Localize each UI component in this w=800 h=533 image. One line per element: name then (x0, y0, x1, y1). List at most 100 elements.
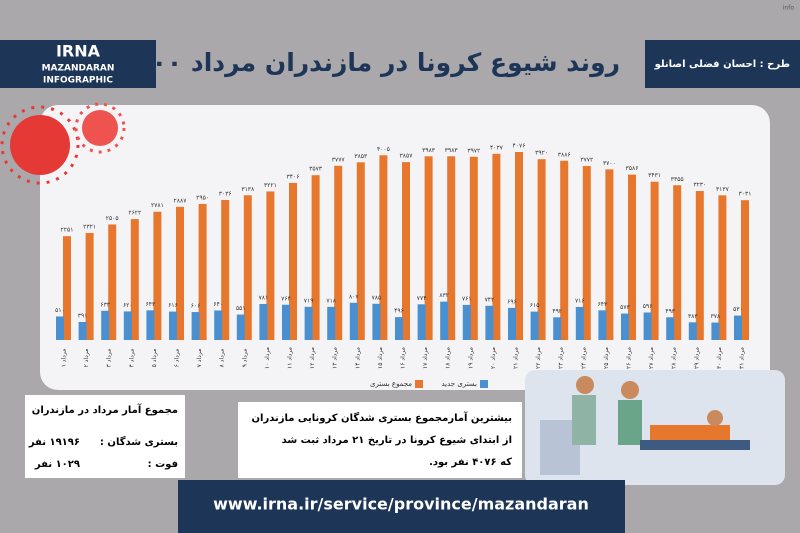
bar (327, 306, 336, 340)
bar (598, 310, 607, 340)
hospital-illustration (525, 370, 785, 485)
x-tick-label: ۸ مرداد (219, 349, 226, 368)
x-tick-label: ۴ مرداد (128, 349, 135, 368)
bar (311, 175, 320, 340)
note-line: بیشترین آمارمجموع بستری شدگان کرونایی ما… (251, 411, 512, 424)
value-label: ۳۴۳۱ (648, 172, 661, 179)
value-label: ۳۵۷۳ (309, 166, 323, 173)
footer-box (178, 480, 625, 533)
bar (688, 322, 697, 340)
bar (198, 203, 207, 340)
value-label: ۷۸۵ (372, 294, 382, 301)
x-tick-label: ۲۱ مرداد (513, 347, 520, 369)
bar (289, 182, 297, 340)
x-tick-label: ۱۱ مرداد (287, 347, 294, 369)
bar (243, 195, 252, 340)
summary-box (25, 395, 185, 478)
value-label: ۳۷۷۷ (332, 156, 346, 163)
bar (741, 200, 749, 340)
value-label: ۸۳۲ (439, 292, 449, 299)
x-tick-label: ۱۷ مرداد (422, 347, 429, 369)
bar (259, 303, 268, 340)
bar (560, 160, 569, 340)
x-tick-label: ۳۰ مرداد (716, 347, 723, 369)
value-label: ۳۷۷۲ (580, 157, 593, 164)
legend-label: مجموع بستری (370, 380, 412, 388)
bar (236, 314, 245, 340)
x-tick-label: ۵ مرداد (151, 349, 158, 368)
bar (349, 302, 358, 340)
bar (146, 310, 155, 340)
legend-swatch (480, 380, 488, 388)
x-tick-label: ۲ مرداد (83, 349, 90, 368)
bar (711, 322, 720, 340)
value-label: ۳۸۳ (688, 313, 698, 320)
value-label: ۵۵۱ (236, 305, 246, 312)
value-label: ۷۷۴ (417, 295, 427, 302)
summary-label: فوت : (148, 459, 178, 470)
bar (304, 306, 313, 340)
bar (440, 301, 449, 340)
value-label: ۴۹۶ (394, 308, 404, 315)
bar (266, 191, 275, 340)
summary-value: ۱۰۲۹ نفر (34, 459, 80, 470)
bar (462, 304, 471, 340)
value-label: ۲۶۲۲ (128, 210, 141, 217)
x-tick-label: ۲۰ مرداد (490, 347, 497, 369)
x-tick-label: ۱۸ مرداد (445, 347, 452, 369)
value-label: ۵۱۰ (55, 307, 65, 314)
value-label: ۲۲۵۱ (61, 227, 74, 234)
value-label: ۳۹۱ (78, 312, 88, 319)
value-label: ۳۱۳۸ (241, 186, 255, 193)
value-label: ۳۰۳۱ (739, 191, 752, 198)
bar (695, 191, 704, 340)
logo: MAZANDARAN (42, 64, 115, 74)
bar (673, 185, 682, 340)
bar (582, 166, 591, 340)
bar (214, 310, 223, 340)
bar (718, 195, 727, 340)
value-label: ۶۱۶ (168, 302, 178, 309)
bar (650, 181, 659, 340)
bar (402, 162, 410, 340)
logo-box (0, 40, 156, 88)
value-label: ۳۰۳۶ (219, 190, 232, 197)
bar (123, 311, 132, 340)
bar (56, 316, 64, 340)
value-label: ۳۸۵۳ (354, 153, 368, 160)
bar (424, 156, 433, 340)
bar (537, 159, 546, 340)
virus-decoration (0, 102, 126, 185)
bar (78, 321, 87, 340)
corner-label: info (783, 5, 795, 12)
value-label: ۲۳۲۱ (83, 223, 96, 230)
value-label: ۳۹۲۰ (535, 150, 548, 157)
x-tick-label: ۲۹ مرداد (693, 347, 700, 369)
value-label: ۷۴۲ (485, 296, 495, 303)
value-label: ۷۱۸ (326, 297, 336, 304)
value-label: ۴۰۷۶ (513, 143, 526, 150)
value-label: ۶۹۶ (507, 298, 517, 305)
value-label: ۶۲۰ (123, 302, 133, 309)
bar (101, 310, 110, 340)
value-label: ۳۹۸۳ (422, 147, 436, 154)
x-tick-label: ۱۵ مرداد (377, 347, 384, 369)
x-tick-label: ۱۰ مرداد (264, 347, 271, 369)
x-tick-label: ۶ مرداد (174, 349, 181, 368)
bar (515, 152, 523, 340)
value-label: ۲۵۰۵ (106, 215, 119, 222)
value-label: ۳۱۳۷ (716, 186, 730, 193)
credit-box (645, 40, 800, 88)
value-label: ۳۵۸۶ (626, 165, 639, 172)
value-label: ۳۷۰۰ (603, 160, 616, 167)
bar (469, 156, 478, 340)
summary-label: بستری شدگان : (100, 435, 178, 448)
legend-label: بستری جدید (442, 380, 478, 388)
x-tick-label: ۲۴ مرداد (580, 347, 587, 369)
bar (85, 232, 94, 340)
bar (485, 305, 494, 340)
value-label: ۶۱۵ (530, 302, 540, 309)
bar (334, 165, 343, 340)
bar (379, 155, 388, 340)
